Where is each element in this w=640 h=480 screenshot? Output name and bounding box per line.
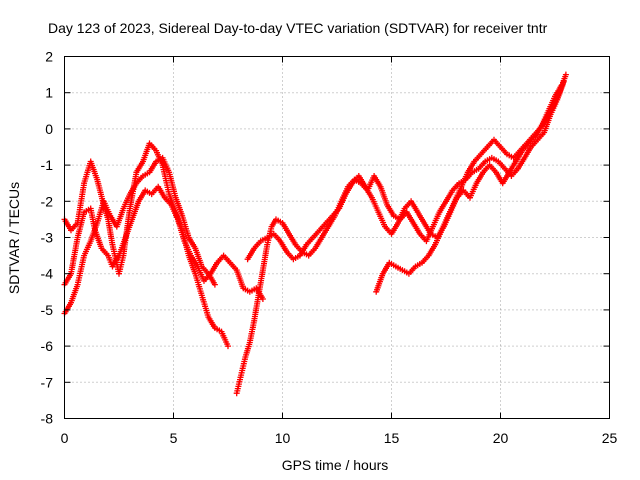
- data-point: [211, 281, 218, 288]
- y-tick-label: 1: [45, 85, 53, 101]
- y-tick-label: -8: [41, 411, 54, 427]
- y-tick-label: -3: [41, 230, 54, 246]
- x-tick-label: 5: [170, 430, 178, 446]
- axes: 0 5 10 15 20 25 -8 -7 -6 -5 -4 -3 -2 -1 0 1 2: [41, 49, 618, 447]
- y-tick-label: -5: [41, 302, 54, 318]
- series-track-3: [61, 154, 218, 317]
- data-point: [562, 71, 569, 78]
- y-tick-label: -6: [41, 338, 54, 354]
- data-layer: [61, 71, 569, 397]
- x-tick-label: 0: [61, 430, 69, 446]
- y-tick-label: 0: [45, 121, 53, 137]
- x-tick-label: 15: [384, 430, 400, 446]
- grid: [64, 56, 610, 419]
- y-axis-label: SDTVAR / TECUs: [6, 182, 22, 294]
- chart-title: Day 123 of 2023, Sidereal Day-to-day VTE…: [48, 20, 548, 36]
- y-tick-label: -7: [41, 374, 54, 390]
- series-track-4: [233, 78, 567, 397]
- data-point: [225, 343, 231, 350]
- x-tick-label: 20: [493, 430, 509, 446]
- x-tick-label: 10: [275, 430, 291, 446]
- x-tick-label: 25: [602, 430, 618, 446]
- series-line: [63, 186, 264, 300]
- series-track-2: [61, 183, 266, 302]
- series-line: [375, 74, 567, 293]
- y-tick-label: 2: [45, 49, 53, 65]
- y-tick-label: -2: [41, 193, 54, 209]
- x-axis-label: GPS time / hours: [282, 457, 389, 473]
- y-tick-label: -4: [41, 266, 54, 282]
- series-track-6: [373, 71, 569, 295]
- series-line: [236, 81, 565, 394]
- y-tick-label: -1: [41, 157, 54, 173]
- data-point: [259, 296, 266, 302]
